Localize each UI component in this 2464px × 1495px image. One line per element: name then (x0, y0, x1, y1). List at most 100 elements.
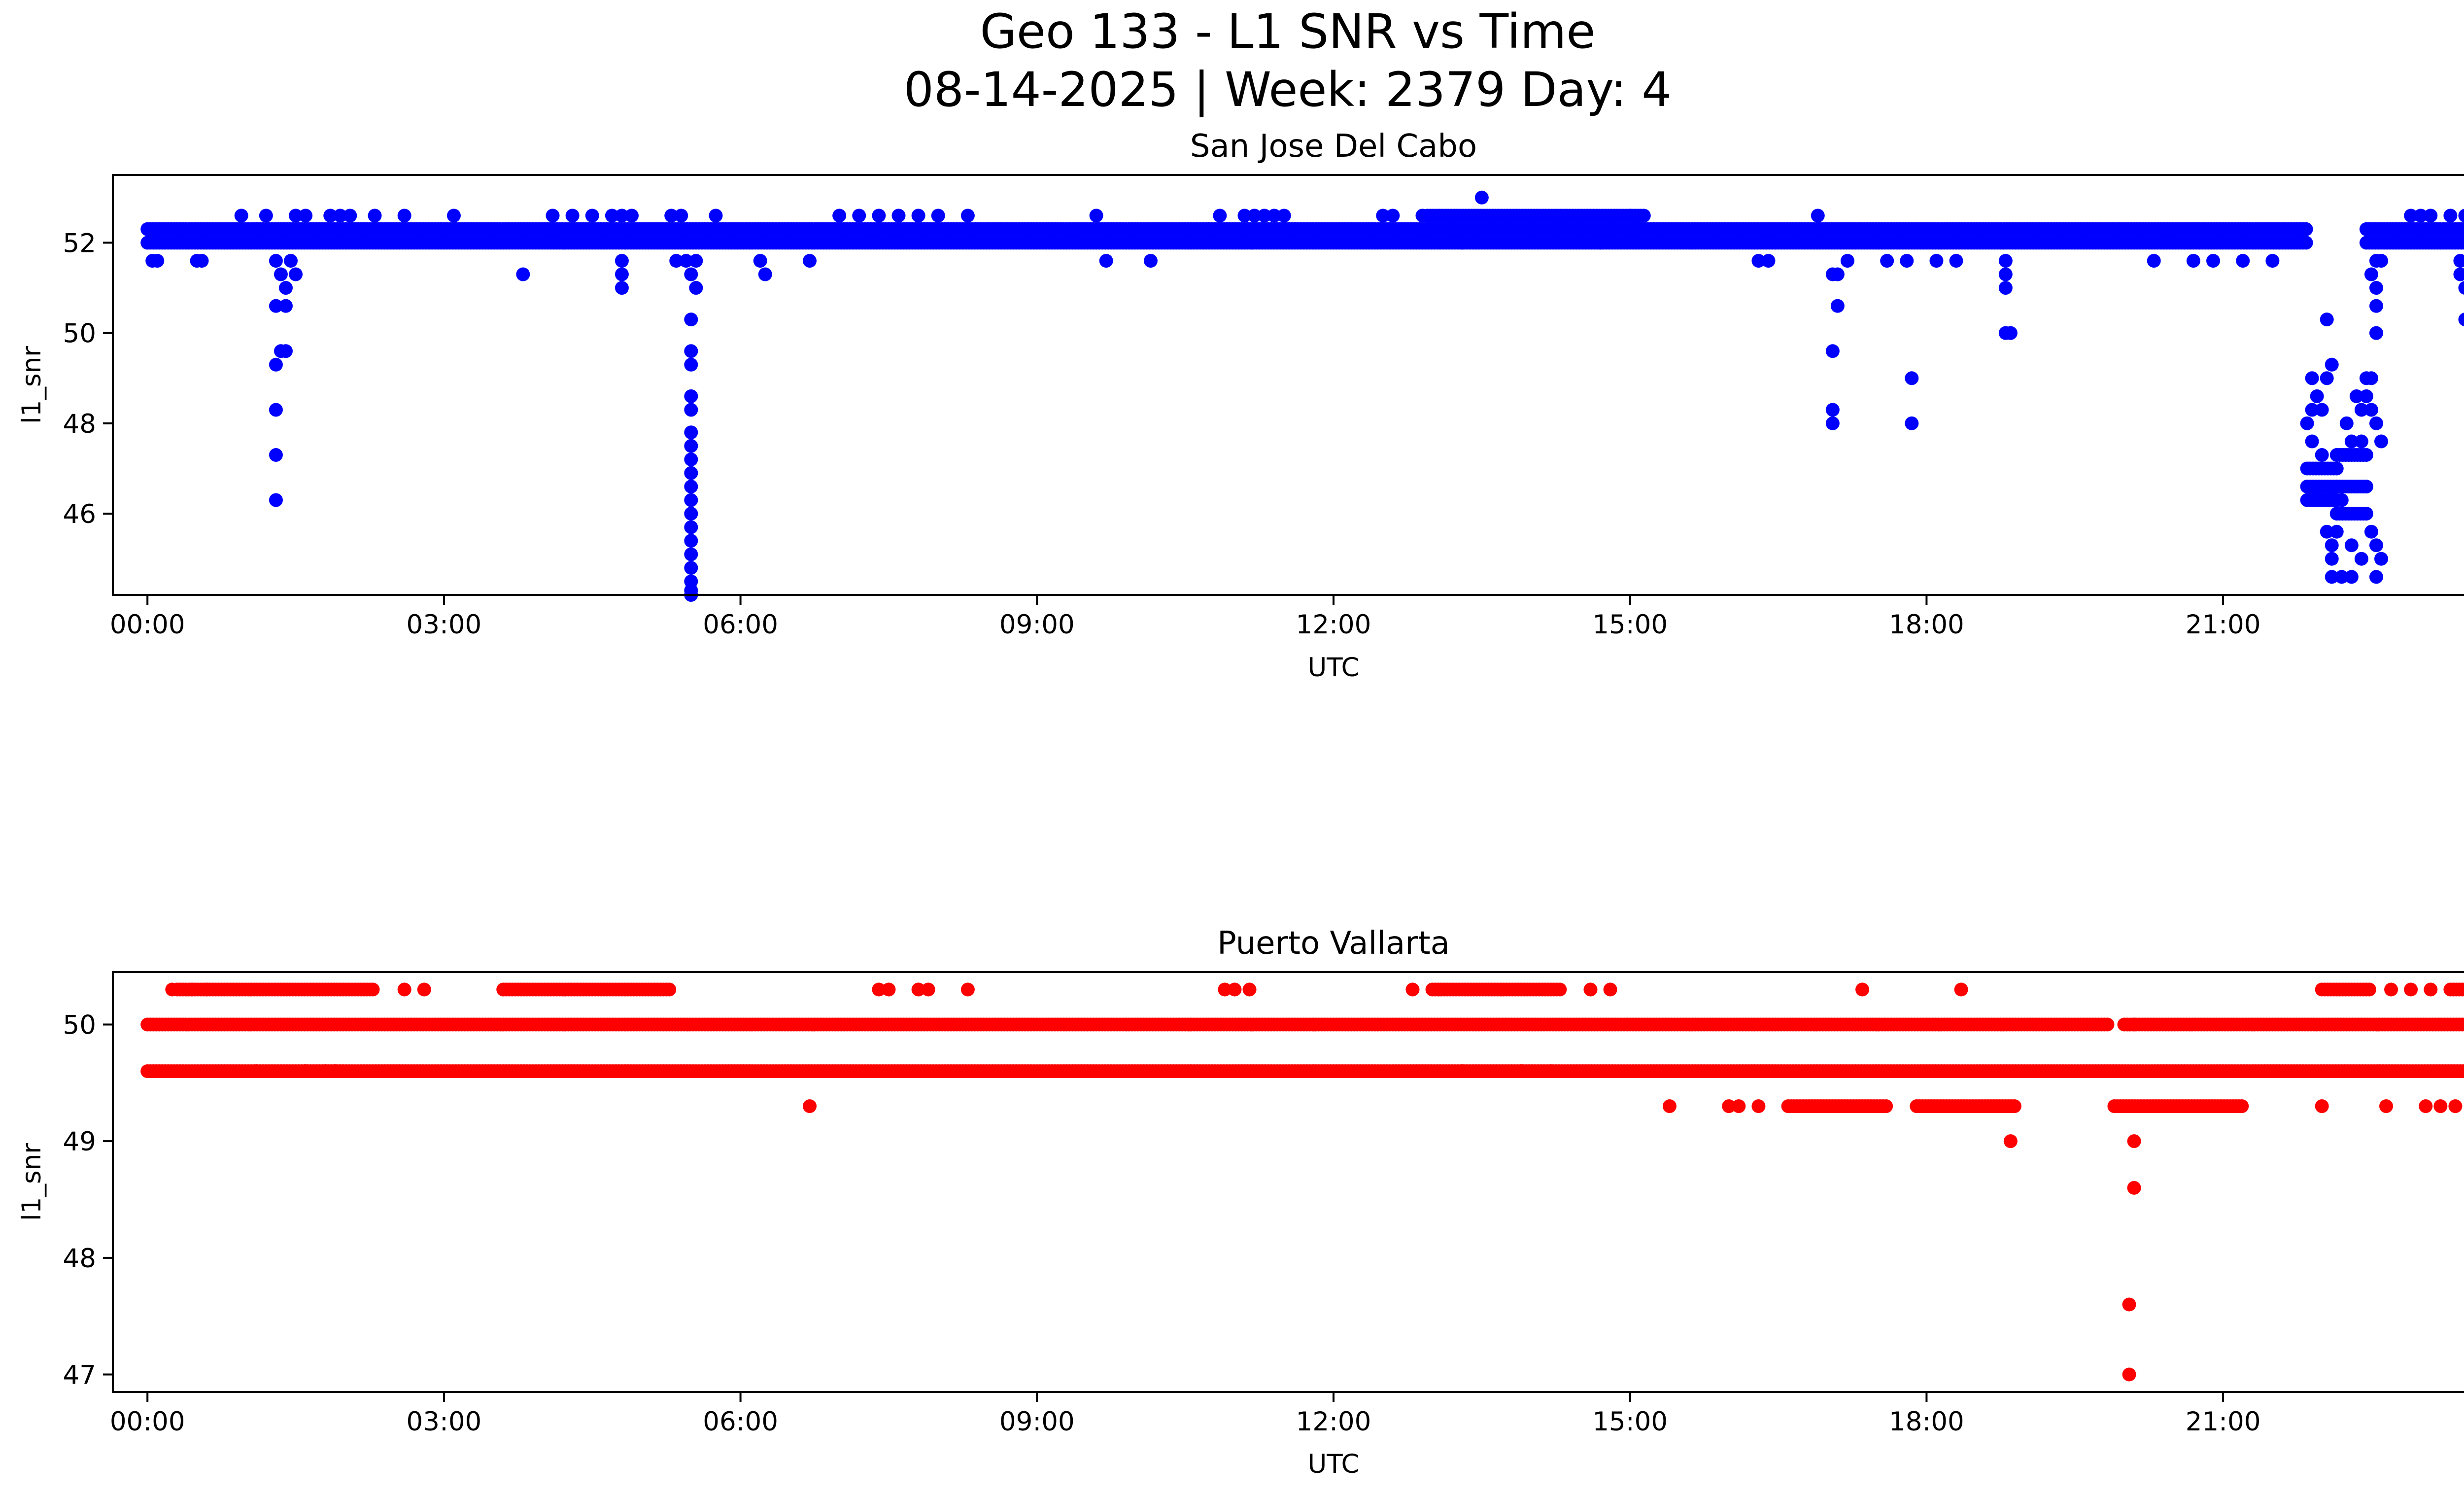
data-point (150, 254, 165, 268)
data-point (684, 425, 698, 440)
data-point (1583, 982, 1598, 997)
data-point (1425, 222, 1439, 236)
data-point (2369, 538, 2383, 553)
data-point (615, 209, 629, 223)
data-point (921, 982, 935, 997)
data-point (366, 982, 380, 997)
data-point (615, 281, 629, 295)
data-point (1751, 1099, 1766, 1113)
y-axis-label: l1_snr (17, 346, 47, 424)
data-point (278, 299, 293, 313)
data-point (2003, 326, 2018, 340)
data-point (1825, 416, 1840, 430)
data-point (269, 403, 283, 417)
data-point (2458, 281, 2464, 295)
data-point (684, 466, 698, 480)
data-point (2320, 524, 2334, 539)
data-point (684, 520, 698, 534)
data-point (516, 267, 530, 281)
data-point (1662, 1099, 1677, 1113)
data-point (624, 209, 639, 223)
data-point (2459, 1064, 2464, 1078)
x-axis-ticks: 00:00 03:00 06:00 09:00 12:00 15:00 18:00 21:00… (110, 595, 2261, 640)
data-point (684, 344, 698, 358)
data-point (2325, 357, 2339, 372)
data-point (758, 267, 772, 281)
data-point (1998, 267, 2013, 281)
data-point (2236, 254, 2250, 268)
data-point (684, 357, 698, 372)
data-point (2364, 267, 2378, 281)
data-point (1830, 299, 1845, 313)
data-point (2369, 281, 2383, 295)
x-tick-label: 06:00 (703, 610, 778, 640)
data-point (1218, 982, 1232, 997)
y-tick-label: 49 (63, 1127, 96, 1157)
data-point (684, 561, 698, 575)
data-point (1277, 209, 1291, 223)
data-point (2354, 552, 2368, 566)
y-tick-label: 48 (63, 1244, 96, 1274)
y-tick-label: 50 (63, 1010, 96, 1041)
data-point (585, 209, 599, 223)
panel-puerto-vallarta: Puerto Vallarta 00:00 03:00 06:00 09:00 12:0… (17, 925, 2464, 1479)
data-point (2364, 403, 2378, 417)
data-point (1879, 1099, 1893, 1113)
data-point (2007, 1099, 2021, 1113)
data-point (2359, 448, 2373, 462)
data-point (1603, 982, 1617, 997)
data-point (2453, 254, 2464, 268)
y-tick-label: 46 (63, 499, 96, 529)
data-point (2315, 448, 2329, 462)
data-point (1811, 209, 1825, 223)
data-point (1949, 254, 1963, 268)
data-point (615, 254, 629, 268)
data-point (872, 209, 886, 223)
data-point (185, 982, 199, 997)
data-point (852, 209, 866, 223)
data-point (368, 209, 382, 223)
data-point (565, 209, 580, 223)
data-point (1524, 222, 1539, 236)
data-point (2453, 267, 2464, 281)
data-point (2359, 507, 2373, 521)
data-point (2374, 552, 2389, 566)
data-point (1553, 982, 1567, 997)
data-point (2300, 416, 2314, 430)
data-point (417, 982, 431, 997)
data-point (2127, 1017, 2141, 1032)
data-point (2424, 982, 2438, 997)
x-tick-label: 18:00 (1889, 1407, 1964, 1437)
data-point (1213, 209, 1227, 223)
data-point (605, 209, 619, 223)
data-point (2362, 982, 2376, 997)
data-point (1247, 209, 1262, 223)
x-tick-label: 09:00 (999, 610, 1075, 640)
x-tick-label: 21:00 (2186, 610, 2261, 640)
y-tick-label: 48 (63, 409, 96, 439)
x-tick-label: 00:00 (110, 1407, 185, 1437)
data-point (1855, 982, 1870, 997)
data-point (2299, 222, 2313, 236)
data-point (1143, 254, 1158, 268)
data-point (832, 209, 847, 223)
data-point (299, 209, 313, 223)
scatter-series (140, 190, 2464, 602)
data-point (1376, 209, 1390, 223)
data-point (1593, 236, 1608, 250)
data-point (397, 209, 411, 223)
x-tick-label: 06:00 (703, 1407, 778, 1437)
data-point (1830, 267, 1845, 281)
data-point (1722, 1099, 1736, 1113)
data-point (2329, 524, 2344, 539)
data-point (2462, 1066, 2464, 1076)
data-point (274, 267, 288, 281)
data-point (662, 982, 677, 997)
data-point (2448, 1099, 2463, 1113)
data-point (684, 267, 698, 281)
y-tick-label: 47 (63, 1360, 96, 1391)
data-point (269, 448, 283, 462)
data-point (1267, 209, 1281, 223)
data-point (2458, 313, 2464, 326)
